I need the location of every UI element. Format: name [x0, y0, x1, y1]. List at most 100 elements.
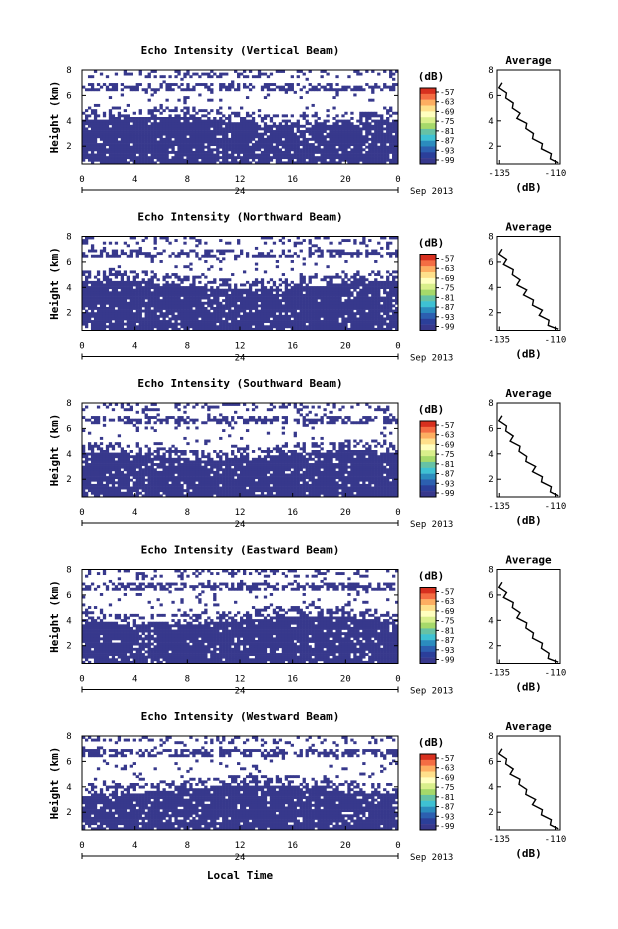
heatmap-cell	[275, 137, 280, 141]
heatmap-cell	[207, 72, 211, 76]
heatmap-cell	[332, 307, 336, 310]
heatmap-cell	[311, 299, 315, 303]
heatmap-cell	[374, 140, 378, 144]
heatmap-cell	[96, 103, 101, 107]
heatmap-cell	[389, 122, 393, 126]
heatmap-cell	[237, 140, 241, 144]
heatmap-cell	[341, 249, 345, 253]
heatmap-cell	[147, 494, 151, 498]
heatmap-cell	[168, 127, 172, 131]
heatmap-cell	[96, 455, 101, 459]
heatmap-cell	[87, 465, 92, 469]
heatmap-cell	[368, 307, 372, 310]
heatmap-cell	[237, 137, 241, 141]
heatmap-cell	[359, 85, 363, 89]
heatmap-cell	[257, 252, 262, 256]
heatmap-cell	[362, 312, 366, 316]
heatmap-cell	[308, 156, 312, 160]
heatmap-cell	[263, 291, 268, 295]
heatmap-cell	[308, 88, 312, 92]
heatmap-cell	[126, 403, 130, 406]
heatmap-cell	[356, 307, 360, 310]
heatmap-cell	[242, 301, 247, 305]
heatmap-cell	[150, 140, 154, 144]
heatmap-cell	[120, 114, 125, 118]
heatmap-cell	[332, 127, 336, 131]
heatmap-cell	[356, 299, 360, 303]
heatmap-cell	[204, 254, 208, 258]
heatmap-cell	[299, 153, 303, 157]
heatmap-cell	[177, 143, 181, 147]
heatmap-cell	[135, 296, 139, 300]
heatmap-cell	[120, 465, 125, 469]
heatmap-cell	[332, 301, 336, 305]
heatmap-cell	[222, 140, 226, 144]
heatmap-cell	[183, 304, 187, 308]
heatmap-cell	[159, 304, 163, 308]
heatmap-cell	[284, 135, 288, 139]
heatmap-cell	[248, 286, 253, 290]
heatmap-cell	[99, 447, 104, 451]
heatmap-cell	[248, 135, 253, 139]
heatmap-cell	[389, 317, 393, 321]
heatmap-cell	[87, 486, 92, 490]
heatmap-cell	[213, 158, 217, 162]
heatmap-cell	[320, 254, 324, 258]
heatmap-cell	[338, 88, 342, 92]
heatmap-cell	[144, 470, 148, 474]
heatmap-cell	[228, 85, 232, 89]
heatmap-cell	[308, 83, 312, 86]
heatmap-cell	[156, 450, 160, 453]
heatmap-cell	[102, 299, 107, 303]
heatmap-cell	[87, 88, 92, 92]
heatmap-cell	[111, 280, 116, 284]
heatmap-cell	[82, 447, 86, 451]
heatmap-cell	[117, 127, 122, 131]
heatmap-cell	[251, 158, 256, 162]
heatmap-cell	[389, 114, 393, 118]
heatmap-cell	[156, 283, 160, 287]
heatmap-cell	[90, 153, 95, 157]
heatmap-cell	[189, 322, 193, 326]
heatmap-cell	[257, 280, 262, 284]
heatmap-cell	[153, 478, 157, 482]
heatmap-cell	[96, 286, 101, 290]
heatmap-cell	[102, 288, 107, 292]
heatmap-cell	[281, 161, 286, 165]
heatmap-cell	[138, 83, 142, 86]
heatmap-cell	[201, 309, 205, 313]
heatmap-cell	[132, 156, 136, 160]
heatmap-cell	[171, 156, 175, 160]
heatmap-cell	[368, 327, 372, 331]
heatmap-cell	[90, 291, 95, 295]
heatmap-cell	[254, 254, 259, 258]
heatmap-cell	[144, 161, 148, 165]
heatmap-cell	[132, 483, 136, 487]
heatmap-cell	[350, 140, 354, 144]
heatmap-cell	[126, 283, 130, 287]
heatmap-cell	[174, 161, 178, 165]
heatmap-cell	[162, 288, 166, 292]
heatmap-cell	[281, 145, 286, 149]
heatmap-cell	[198, 286, 202, 290]
heatmap-cell	[225, 304, 229, 308]
heatmap-cell	[192, 85, 196, 89]
heatmap-cell	[269, 124, 274, 128]
heatmap-cell	[278, 325, 283, 329]
heatmap-cell	[105, 254, 110, 258]
heatmap-cell	[225, 325, 229, 329]
heatmap-cell	[260, 322, 265, 326]
heatmap-cell	[213, 161, 217, 165]
heatmap-cell	[201, 135, 205, 139]
heatmap-cell	[231, 145, 235, 149]
heatmap-cell	[260, 325, 265, 329]
heatmap-cell	[308, 301, 312, 305]
heatmap-cell	[189, 304, 193, 308]
heatmap-cell	[326, 265, 330, 269]
heatmap-cell	[162, 130, 166, 133]
heatmap-cell	[186, 312, 190, 316]
heatmap-cell	[99, 143, 104, 147]
heatmap-cell	[132, 275, 136, 279]
heatmap-cell	[389, 320, 393, 323]
heatmap-cell	[335, 307, 339, 310]
